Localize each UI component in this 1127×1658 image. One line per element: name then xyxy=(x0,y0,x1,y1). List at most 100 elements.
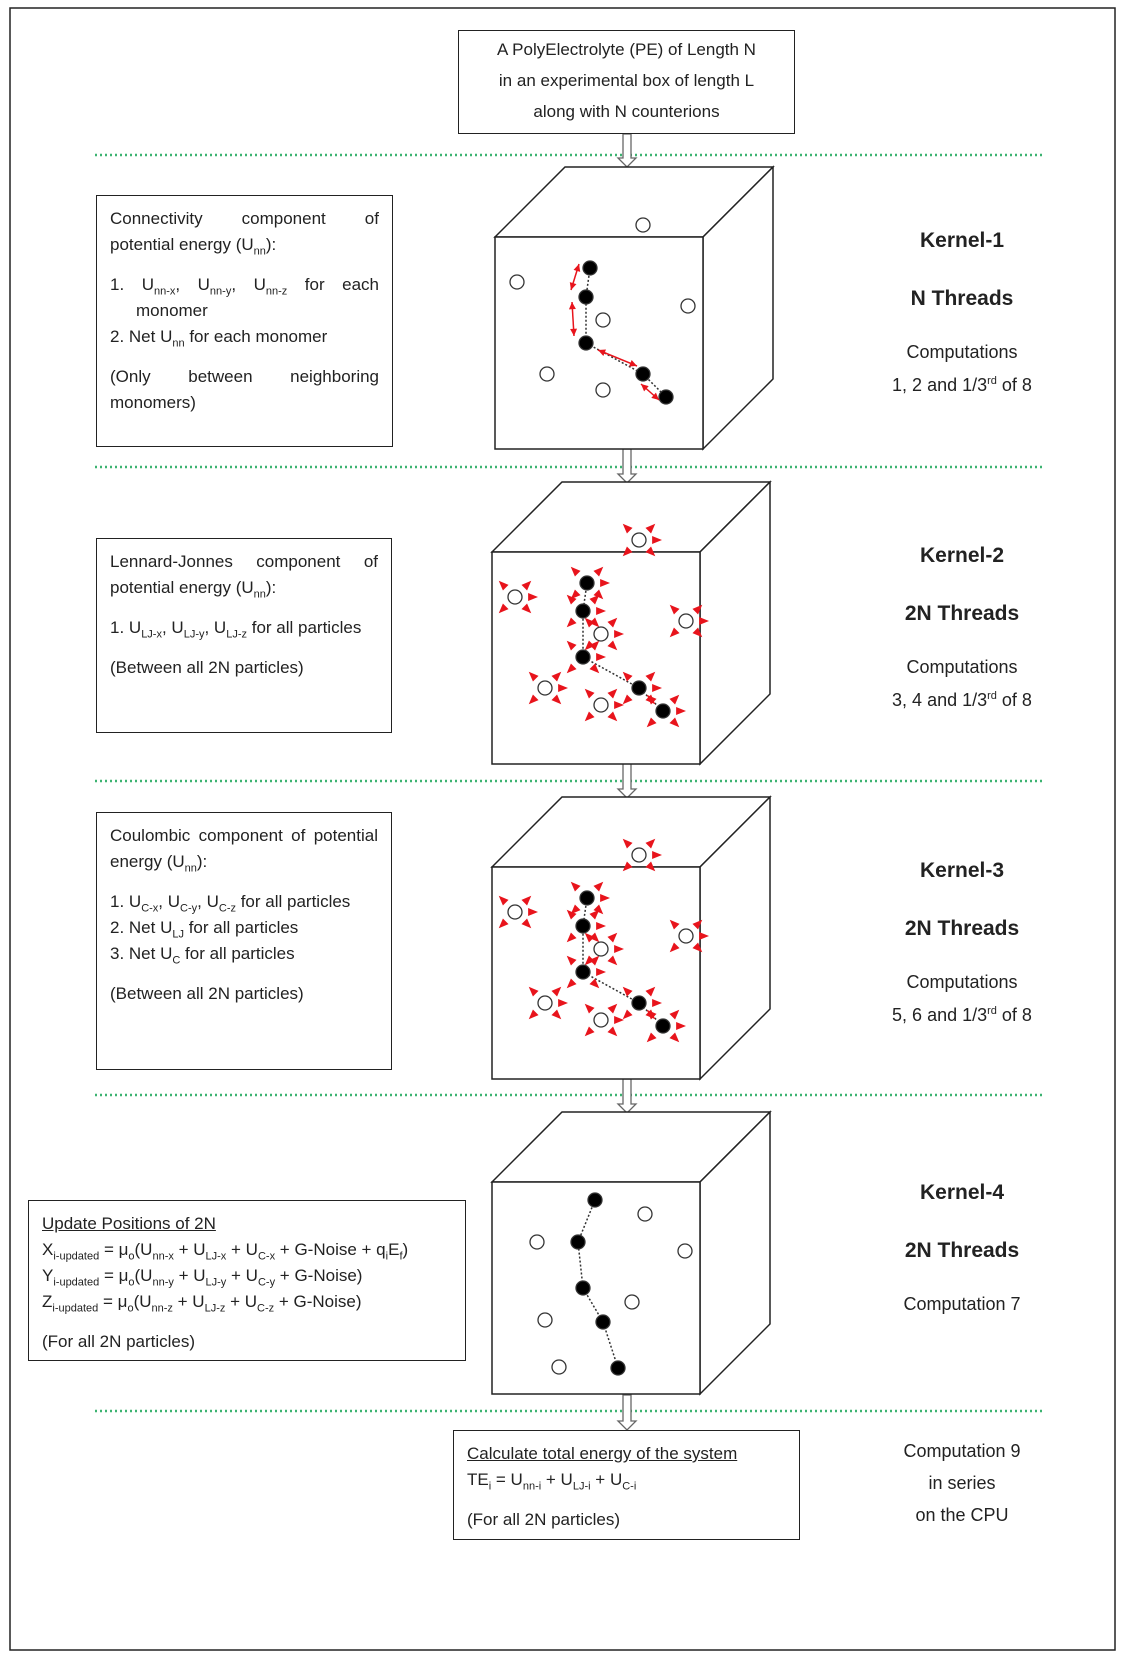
computations: Computations xyxy=(862,657,1062,678)
text-box: Connectivity component of potential ener… xyxy=(96,195,393,447)
text-run: for each monomer xyxy=(185,327,328,346)
text-run: + G-Noise + q xyxy=(275,1240,386,1259)
page: A PolyElectrolyte (PE) of Length Nin an … xyxy=(0,0,1127,1658)
text-run: 2. Net U xyxy=(110,918,172,937)
text-run: for all particles xyxy=(236,892,350,911)
kernel-name: Kernel-4 xyxy=(862,1181,1062,1205)
text-run: ): xyxy=(266,578,276,597)
subscript: i-updated xyxy=(53,1276,99,1288)
monomer xyxy=(659,390,673,404)
subscript: LJ-i xyxy=(573,1480,591,1492)
cpu-note: on the CPU xyxy=(862,1505,1062,1526)
text-run: = μ xyxy=(98,1292,127,1311)
list-item: 2. Net Unn for each monomer xyxy=(110,324,379,350)
text-run: 2. Net U xyxy=(110,327,172,346)
text-run: = μ xyxy=(99,1240,128,1259)
box-note: (For all 2N particles) xyxy=(42,1329,452,1355)
monomer xyxy=(632,681,646,695)
text-run: + U xyxy=(541,1470,573,1489)
counterion xyxy=(596,383,610,397)
text-run: , U xyxy=(162,618,184,637)
computations: 3, 4 and 1/3rd of 8 xyxy=(862,690,1062,711)
counterion xyxy=(594,698,608,712)
top-line: in an experimental box of length L xyxy=(459,65,794,96)
thread-count: 2N Threads xyxy=(862,917,1062,941)
counterion xyxy=(636,218,650,232)
subscript: nn-i xyxy=(523,1480,541,1492)
list-item: Yi-updated = μo(Unn-y + ULJ-y + UC-y + G… xyxy=(42,1263,452,1289)
monomer xyxy=(579,290,593,304)
text-run: (For all 2N particles) xyxy=(467,1510,620,1529)
box-list: 1. ULJ-x, ULJ-y, ULJ-z for all particles xyxy=(110,615,378,641)
text-run: Y xyxy=(42,1266,53,1285)
subscript: nn xyxy=(185,862,197,874)
text-run: (Only between neighboring monomers) xyxy=(110,367,379,412)
list-item: Zi-updated = μo(Unn-z + ULJ-z + UC-z + G… xyxy=(42,1289,452,1315)
computations: Computations xyxy=(862,972,1062,993)
list-item: 1. ULJ-x, ULJ-y, ULJ-z for all particles xyxy=(110,615,378,641)
monomer xyxy=(583,261,597,275)
text-run: 1. U xyxy=(110,275,154,294)
kernel-name: Kernel-1 xyxy=(862,229,1062,253)
text-run: = μ xyxy=(99,1266,128,1285)
monomer xyxy=(576,604,590,618)
box-heading: Update Positions of 2N xyxy=(42,1211,452,1237)
box-list: 1. UC-x, UC-y, UC-z for all particles 2. … xyxy=(110,889,378,967)
monomer xyxy=(656,704,670,718)
text-run: 1. U xyxy=(110,618,141,637)
text-run: 5, 6 and 1/3 xyxy=(892,1005,987,1025)
list-item: 1. UC-x, UC-y, UC-z for all particles xyxy=(110,889,378,915)
counterion xyxy=(594,1013,608,1027)
text-run: + U xyxy=(226,1240,258,1259)
counterion xyxy=(530,1235,544,1249)
text-run: , U xyxy=(231,275,266,294)
text-run: of 8 xyxy=(997,1005,1032,1025)
subscript: nn-x xyxy=(154,285,175,297)
flow-arrow xyxy=(618,134,636,167)
text-run: + U xyxy=(174,1266,206,1285)
monomer xyxy=(580,891,594,905)
subscript: C-i xyxy=(622,1480,636,1492)
top-line: A PolyElectrolyte (PE) of Length N xyxy=(459,34,794,65)
counterion xyxy=(508,590,522,604)
computations: Computations xyxy=(862,342,1062,363)
text-run: TE xyxy=(467,1470,489,1489)
counterion xyxy=(538,681,552,695)
counterion xyxy=(679,929,693,943)
text-run: (Between all 2N particles) xyxy=(110,658,304,677)
box-note: (For all 2N particles) xyxy=(467,1507,786,1533)
monomer xyxy=(576,650,590,664)
monomer xyxy=(576,919,590,933)
counterion xyxy=(625,1295,639,1309)
text-run: 3. Net U xyxy=(110,944,172,963)
text-run: ) xyxy=(403,1240,409,1259)
monomer xyxy=(576,965,590,979)
subscript: i-updated xyxy=(53,1250,99,1262)
text-run: + U xyxy=(225,1292,257,1311)
kernel-name: Kernel-3 xyxy=(862,859,1062,883)
text-run: 1. U xyxy=(110,892,141,911)
counterion xyxy=(540,367,554,381)
cube-front xyxy=(495,237,703,449)
counterion xyxy=(510,275,524,289)
text-run: Calculate total energy of the system xyxy=(467,1444,737,1463)
counterion xyxy=(594,942,608,956)
text-run: Lennard-Jonnes component of potential en… xyxy=(110,552,378,597)
text-box: Update Positions of 2NXi-updated = μo(Un… xyxy=(28,1200,466,1361)
box-heading: Calculate total energy of the system xyxy=(467,1441,786,1467)
text-run: X xyxy=(42,1240,53,1259)
flow-arrow xyxy=(618,1395,636,1430)
list-item: 3. Net UC for all particles xyxy=(110,941,378,967)
text-box: Lennard-Jonnes component of potential en… xyxy=(96,538,392,733)
text-run: + U xyxy=(173,1292,205,1311)
kernel-name: Kernel-2 xyxy=(862,544,1062,568)
text-box: Coulombic component of potential energy … xyxy=(96,812,392,1070)
cpu-note: Computation 9 xyxy=(862,1441,1062,1462)
subscript: nn-z xyxy=(266,285,287,297)
monomer xyxy=(636,367,650,381)
text-run: for all particles xyxy=(184,918,298,937)
box-heading: Coulombic component of potential energy … xyxy=(110,823,378,875)
monomer xyxy=(632,996,646,1010)
subscript: nn-z xyxy=(152,1302,173,1314)
